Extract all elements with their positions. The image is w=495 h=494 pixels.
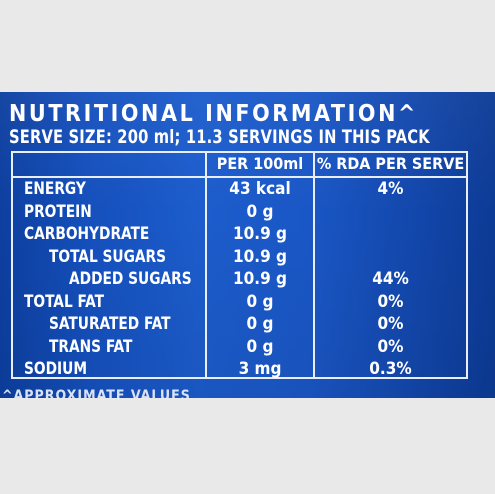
nutrition-label: NUTRITIONAL INFORMATION^ SERVE SIZE: 200… — [0, 92, 495, 398]
table-row: ADDED SUGARS 10.9 g 44% — [13, 269, 466, 292]
rda-value: 0% — [377, 336, 404, 357]
per100-value: 0 g — [246, 314, 274, 334]
footnote: ^APPROXIMATE VALUES — [2, 388, 191, 398]
rda-value: 0% — [377, 314, 404, 334]
table-row: ENERGY 43 kcal 4% — [13, 179, 466, 202]
table-row: SODIUM 3 mg 0.3% — [13, 359, 466, 382]
nutrient-name: SODIUM — [24, 359, 88, 379]
label-heading: NUTRITIONAL INFORMATION^ — [9, 101, 418, 127]
rda-value: 0.3% — [369, 359, 412, 379]
nutrient-name: TOTAL SUGARS — [49, 246, 167, 267]
table-row: TOTAL FAT 0 g 0% — [13, 292, 466, 315]
table-row: TOTAL SUGARS 10.9 g — [13, 247, 466, 270]
per100-value: 10.9 g — [232, 224, 287, 244]
column-divider — [313, 153, 315, 377]
per100-value: 10.9 g — [232, 269, 287, 289]
column-header-rda: % RDA PER SERVE — [316, 154, 465, 173]
per100-value: 43 kcal — [229, 179, 291, 199]
column-header-per100: PER 100ml — [216, 154, 304, 173]
table-row: CARBOHYDRATE 10.9 g — [13, 224, 466, 247]
per100-value: 0 g — [246, 291, 274, 312]
per100-value: 0 g — [246, 201, 274, 222]
per100-value: 10.9 g — [232, 246, 287, 267]
table-row: TRANS FAT 0 g 0% — [13, 337, 466, 360]
rda-value: 4% — [377, 179, 404, 199]
nutrient-name: CARBOHYDRATE — [24, 224, 150, 244]
column-divider — [205, 153, 207, 377]
table-row: SATURATED FAT 0 g 0% — [13, 314, 466, 337]
nutrient-name: PROTEIN — [24, 201, 92, 222]
nutrient-name: TRANS FAT — [49, 336, 133, 357]
table-row: PROTEIN 0 g — [13, 202, 466, 225]
rda-value: 0% — [377, 291, 404, 312]
nutrient-name: TOTAL FAT — [24, 291, 105, 312]
per100-value: 0 g — [246, 336, 274, 357]
nutrition-table: PER 100ml % RDA PER SERVE ENERGY 43 kcal 4… — [11, 151, 468, 379]
nutrient-name: SATURATED FAT — [49, 314, 171, 334]
nutrient-name: ADDED SUGARS — [69, 269, 192, 289]
rda-value: 44% — [372, 269, 409, 289]
header-divider — [13, 176, 466, 178]
serve-size-line: SERVE SIZE: 200 ml; 11.3 SERVINGS IN THI… — [9, 126, 430, 148]
per100-value: 3 mg — [238, 359, 282, 379]
nutrient-name: ENERGY — [24, 179, 86, 199]
